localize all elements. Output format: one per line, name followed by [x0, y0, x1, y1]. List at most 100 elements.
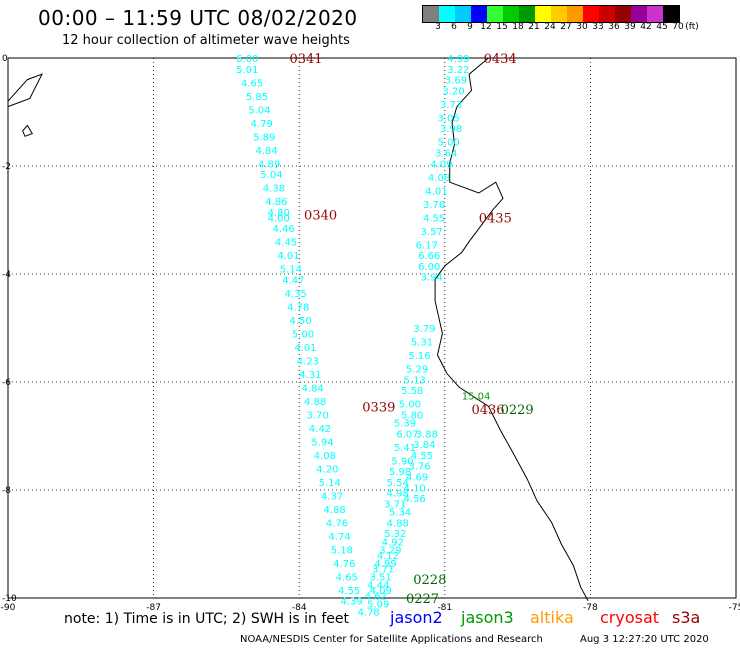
wave-height-value: 4.37	[321, 491, 343, 502]
legend-tick-label: 3	[435, 22, 441, 32]
wave-height-value: 4.47	[282, 275, 304, 286]
legend-tick-label: 27	[560, 22, 572, 32]
wave-height-value: 4.79	[251, 119, 273, 130]
wave-height-value: 4.38	[263, 184, 285, 195]
legend-tick-label: 18	[512, 22, 524, 32]
wave-height-value: 5.14	[280, 265, 302, 276]
wave-height-value: 6.00	[236, 54, 258, 65]
wave-height-value: 4.55	[423, 213, 445, 224]
legend-swatch	[599, 6, 615, 22]
wave-height-value: 5.16	[408, 351, 430, 362]
wave-height-value: 4.86	[265, 197, 287, 208]
wave-height-value: 5.58	[401, 386, 423, 397]
coastline	[434, 57, 589, 601]
y-tick-label: -8	[2, 486, 11, 496]
wave-height-value: 4.99	[374, 559, 396, 570]
wave-height-value: 4.42	[309, 424, 331, 435]
wave-height-value: 3.29	[379, 545, 401, 556]
wave-height-value: 4.65	[241, 78, 263, 89]
wave-height-value: 4.12	[377, 551, 399, 562]
wave-height-value: 4.92	[382, 537, 404, 548]
wave-height-value: 5.13	[404, 375, 426, 386]
legend-tick-label: 30	[576, 22, 588, 32]
y-tick-label: -6	[2, 378, 11, 388]
y-tick-label: -4	[2, 270, 11, 280]
legend-swatch	[551, 6, 567, 22]
wave-height-value: 4.76	[333, 559, 355, 570]
legend-tick-label: 33	[592, 22, 604, 32]
page-subtitle: 12 hour collection of altimeter wave hei…	[62, 33, 350, 48]
legend-swatch	[631, 6, 647, 22]
wave-height-value: 5.80	[401, 410, 423, 421]
wave-height-value: 5.01	[236, 65, 258, 76]
wave-height-value: 5.09	[367, 599, 389, 610]
pass-time-label: 0341	[289, 52, 322, 67]
legend-tick-label: 45	[656, 22, 668, 32]
wave-height-value: 3.20	[442, 86, 464, 97]
legend-tick-label: 36	[608, 22, 620, 32]
wave-height-value: 3.76	[408, 462, 430, 473]
x-tick-label: -84	[292, 603, 307, 613]
wave-height-value: 4.88	[304, 397, 326, 408]
wave-height-value: 5.41	[394, 443, 416, 454]
legend-swatch	[583, 6, 599, 22]
wave-height-value: 5.31	[411, 338, 433, 349]
legend-tick-label: 9	[467, 22, 473, 32]
wave-height-value: 4.78	[357, 608, 379, 619]
wave-height-value: 5.94	[311, 437, 333, 448]
wave-height-value: 5.90	[391, 456, 413, 467]
wave-height-value: 4.01	[277, 251, 299, 262]
pass-time-label: 0436	[471, 403, 504, 418]
x-tick-label: -81	[437, 603, 452, 613]
wave-height-value: 4.80	[268, 208, 290, 219]
wave-height-value: 5.89	[253, 132, 275, 143]
wave-height-value: 5.32	[384, 529, 406, 540]
wave-height-value: 4.88	[387, 518, 409, 529]
wave-height-value: 4.84	[302, 383, 324, 394]
wave-height-value: 4.39	[340, 597, 362, 608]
pass-time-label: 0229	[501, 403, 534, 418]
pass-time-label: 0339	[362, 400, 395, 415]
generated-timestamp: Aug 3 12:27:20 UTC 2020	[580, 634, 709, 645]
legend-tick-label: 12	[480, 22, 492, 32]
wave-height-value: 4.09	[370, 586, 392, 597]
wave-height-value: 4.20	[316, 464, 338, 475]
legend-swatch	[615, 6, 631, 22]
wave-height-value: 4.55	[338, 586, 360, 597]
wave-height-value: 5.04	[260, 170, 282, 181]
wave-height-value: 5.04	[248, 105, 270, 116]
wave-height-value: 3.05	[438, 113, 460, 124]
wave-height-value: 4.09	[430, 159, 452, 170]
wave-height-value: 6.07	[396, 429, 418, 440]
y-tick-label: -2	[2, 162, 11, 172]
wave-height-value: 4.00	[268, 213, 290, 224]
wave-height-value: 4.84	[256, 146, 278, 157]
x-tick-label: -90	[1, 603, 16, 613]
wave-height-value: 4.76	[326, 518, 348, 529]
legend-swatch	[567, 6, 583, 22]
wave-height-value: 5.54	[387, 478, 409, 489]
legend-tick-label: 15	[496, 22, 508, 32]
legend-swatch	[503, 6, 519, 22]
wave-height-value: 3.73	[440, 100, 462, 111]
legend-tick-label: 42	[640, 22, 652, 32]
wave-height-value: 3.88	[416, 429, 438, 440]
wave-height-value: 4.89	[258, 159, 280, 170]
page-title: 00:00 – 11:59 UTC 08/02/2020	[38, 6, 358, 30]
legend-swatch	[439, 6, 455, 22]
wave-height-value: 5.34	[389, 508, 411, 519]
island-outline	[7, 73, 44, 108]
legend-swatch	[535, 6, 551, 22]
wave-height-value: 3.64	[435, 149, 457, 160]
wave-height-value: 3.98	[440, 124, 462, 135]
wave-height-value: 4.01	[294, 343, 316, 354]
legend-swatch	[519, 6, 535, 22]
wave-height-value: 3.70	[306, 410, 328, 421]
wave-height-value: 3.79	[413, 324, 435, 335]
wave-height-value: 6.00	[418, 262, 440, 273]
legend-tick-label: 70	[672, 22, 684, 32]
wave-height-value: 4.44	[367, 581, 389, 592]
wave-height-value: 3.69	[445, 76, 467, 87]
wave-height-value: 4.98	[387, 489, 409, 500]
